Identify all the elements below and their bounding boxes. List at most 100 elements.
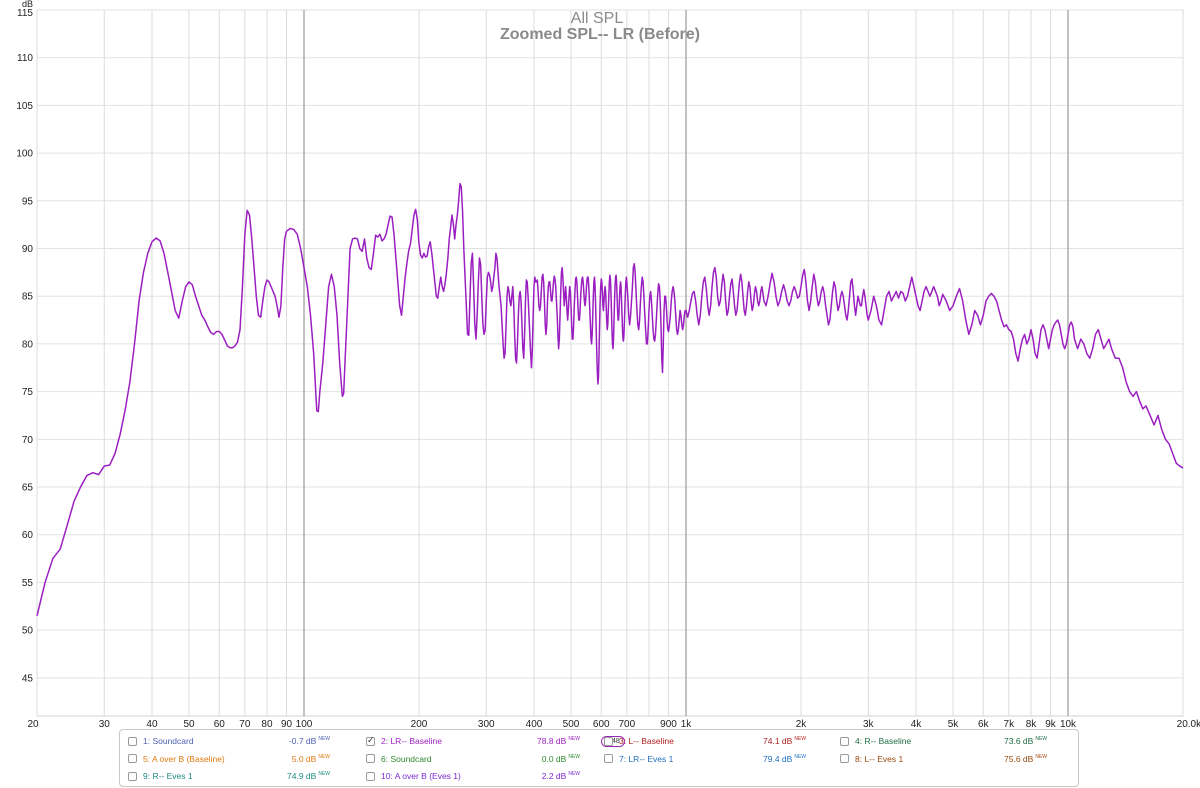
- legend-checkbox-9[interactable]: [128, 771, 137, 781]
- x-tick-label-8k: 8k: [1026, 719, 1038, 730]
- legend-value-9: 74.9 dB NEW: [270, 771, 330, 781]
- legend-label-3: 3: L-- Baseline: [619, 736, 674, 746]
- legend-label-4: 4: R-- Baseline: [855, 736, 912, 746]
- x-axis-ticks: 20 30 40 50 60 70 80 90 100 200 300 400 500 600 700 900…: [27, 719, 1200, 730]
- legend-new-tag-2: NEW: [568, 736, 580, 743]
- legend-new-tag-6: NEW: [568, 753, 580, 760]
- legend-value-text-8: 75.6 dB: [1004, 753, 1034, 764]
- x-tick-label-90: 90: [281, 719, 293, 730]
- y-tick-label-90: 90: [22, 244, 34, 255]
- legend-label-7: 7: LR-- Eves 1: [619, 753, 674, 764]
- legend-panel: 1/48 1: Soundcard-0.7 dBNEW2: LR-- Basel…: [119, 729, 1079, 787]
- x-tick-label-500: 500: [563, 719, 580, 730]
- y-tick-label-105: 105: [16, 101, 33, 112]
- y-axis-ticks: 115 110 105 100 95 90 85 80 75 70 65 60 55 50 45: [16, 8, 33, 684]
- y-tick-label-70: 70: [22, 435, 34, 446]
- x-tick-label-200: 200: [411, 719, 428, 730]
- legend-value-3: 74.1 dB NEW: [746, 736, 806, 746]
- legend-item-9[interactable]: 9: R-- Eves 1: [128, 769, 193, 783]
- x-tick-label-40: 40: [146, 719, 158, 730]
- x-tick-label-6k: 6k: [978, 719, 990, 730]
- legend-value-8: 75.6 dB NEW: [987, 754, 1047, 764]
- legend-label-10: 10: A over B (Eves 1): [381, 771, 461, 781]
- x-tick-label-60: 60: [214, 719, 226, 730]
- legend-checkbox-6[interactable]: [366, 754, 375, 763]
- legend-label-2: 2: LR-- Baseline: [381, 736, 442, 746]
- x-tick-label-300: 300: [478, 719, 495, 730]
- legend-item-8[interactable]: 8: L-- Eves 1: [840, 752, 903, 766]
- x-tick-label-700: 700: [618, 719, 635, 730]
- x-tick-label-70: 70: [239, 719, 251, 730]
- legend-new-tag-3: NEW: [794, 736, 806, 743]
- x-tick-label-4k: 4k: [911, 719, 923, 730]
- legend-checkbox-4[interactable]: [840, 736, 849, 746]
- legend-checkbox-1[interactable]: [128, 736, 137, 746]
- legend-checkbox-10[interactable]: [366, 771, 375, 781]
- y-tick-label-50: 50: [22, 626, 34, 637]
- legend-new-tag-7: NEW: [794, 753, 806, 760]
- legend-checkbox-7[interactable]: [604, 754, 613, 763]
- grid-lines: [36, 9, 1184, 716]
- legend-value-7: 79.4 dB NEW: [746, 754, 806, 764]
- legend-checkbox-3[interactable]: [604, 736, 613, 746]
- x-tick-label-9k: 9k: [1045, 719, 1057, 730]
- legend-item-5[interactable]: 5: A over B (Baseline): [128, 752, 225, 766]
- legend-value-1: -0.7 dB NEW: [270, 736, 330, 746]
- legend-value-text-1: -0.7 dB: [288, 736, 317, 746]
- legend-new-tag-1: NEW: [318, 736, 330, 743]
- x-tick-label-30: 30: [99, 719, 111, 730]
- legend-value-text-10: 2.2 dB: [541, 771, 567, 781]
- legend-item-6[interactable]: 6: Soundcard: [366, 752, 432, 766]
- legend-checkbox-2[interactable]: [366, 735, 375, 746]
- legend-item-10[interactable]: 10: A over B (Eves 1): [366, 769, 461, 783]
- plot-area[interactable]: [36, 9, 1184, 717]
- legend-label-9: 9: R-- Eves 1: [143, 771, 193, 781]
- legend-new-tag-10: NEW: [568, 771, 580, 778]
- y-tick-label-75: 75: [22, 387, 34, 398]
- y-tick-label-100: 100: [16, 149, 33, 160]
- legend-new-tag-4: NEW: [1035, 736, 1047, 743]
- legend-item-2[interactable]: 2: LR-- Baseline: [366, 734, 442, 748]
- x-tick-label-900: 900: [660, 719, 677, 730]
- legend-item-1[interactable]: 1: Soundcard: [128, 734, 194, 748]
- legend-value-text-4: 73.6 dB: [1004, 736, 1034, 746]
- x-tick-label-20: 20: [27, 719, 39, 730]
- smoothing-label: 1/48: [606, 738, 620, 745]
- legend-value-text-5: 5.0 dB: [291, 753, 317, 764]
- smoothing-badge[interactable]: 1/48: [601, 736, 625, 747]
- legend-checkbox-5[interactable]: [128, 754, 137, 763]
- y-tick-label-80: 80: [22, 339, 34, 350]
- x-tick-label-5k: 5k: [948, 719, 960, 730]
- legend-item-7[interactable]: 7: LR-- Eves 1: [604, 752, 673, 766]
- x-tick-label-10k: 10k: [1060, 719, 1077, 730]
- legend-value-text-3: 74.1 dB: [763, 736, 793, 746]
- series-layer: [36, 182, 1184, 616]
- legend-value-2: 78.8 dB NEW: [520, 736, 580, 746]
- x-tick-label-7k: 7k: [1004, 719, 1016, 730]
- y-tick-label-115: 115: [17, 8, 33, 19]
- y-tick-label-45: 45: [22, 673, 34, 684]
- x-tick-label-20.0kHz: 20.0kHz: [1177, 719, 1200, 730]
- y-tick-label-85: 85: [22, 292, 34, 303]
- y-tick-label-95: 95: [22, 196, 34, 207]
- legend-label-8: 8: L-- Eves 1: [855, 753, 904, 764]
- y-tick-label-55: 55: [22, 578, 34, 589]
- y-tick-label-60: 60: [22, 530, 34, 541]
- legend-item-4[interactable]: 4: R-- Baseline: [840, 734, 911, 748]
- legend-value-5: 5.0 dB NEW: [270, 754, 330, 764]
- legend-new-tag-8: NEW: [1035, 753, 1047, 760]
- x-tick-label-3k: 3k: [863, 719, 875, 730]
- legend-label-6: 6: Soundcard: [381, 753, 432, 764]
- x-tick-label-100: 100: [296, 719, 313, 730]
- legend-checkbox-8[interactable]: [840, 754, 849, 763]
- legend-item-3[interactable]: 3: L-- Baseline: [604, 734, 674, 748]
- legend-value-text-6: 0.0 dB: [541, 753, 567, 764]
- x-tick-label-80: 80: [261, 719, 273, 730]
- legend-new-tag-9: NEW: [318, 771, 330, 778]
- x-tick-label-1k: 1k: [681, 719, 693, 730]
- y-axis-unit: dB: [22, 0, 33, 9]
- chart-subtitle: Zoomed SPL-- LR (Before): [500, 26, 700, 43]
- spl-chart: 115 110 105 100 95 90 85 80 75 70 65 60 55 50 45 20 30 4…: [16, 0, 1200, 730]
- y-tick-label-65: 65: [22, 483, 34, 494]
- x-tick-label-400: 400: [526, 719, 543, 730]
